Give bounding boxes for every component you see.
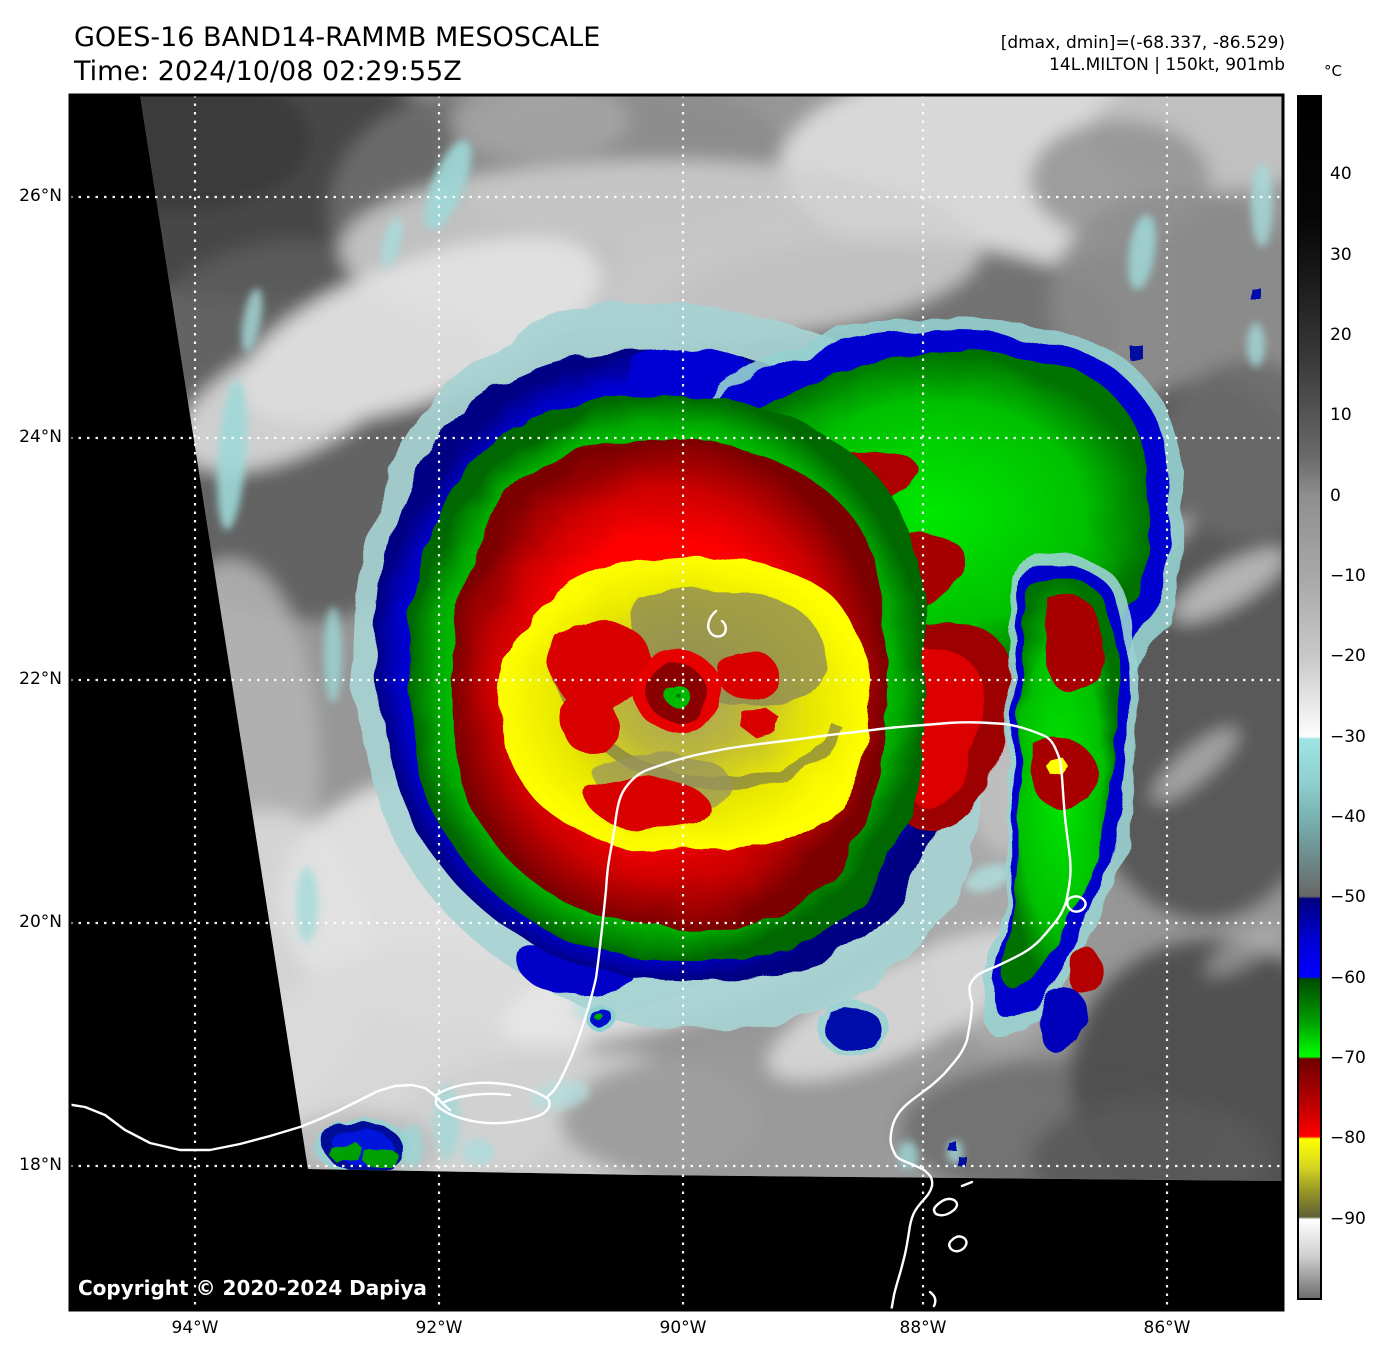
lon-label-86w: 86°W (1143, 1318, 1191, 1338)
cozumel-island (1066, 895, 1087, 913)
lat-label-26n: 26°N (19, 186, 62, 206)
colorbar-tick: 0 (1330, 486, 1341, 506)
copyright-notice: Copyright © 2020-2024 Dapiya (78, 1276, 427, 1300)
lat-label-18n: 18°N (19, 1155, 62, 1175)
colorbar-tick: −70 (1330, 1048, 1366, 1068)
alacranes-reef (707, 609, 727, 638)
annotation-block: [dmax, dmin]=(-68.337, -86.529) 14L.MILT… (885, 32, 1285, 76)
map-area (70, 95, 1283, 1310)
detached-cold-cells (314, 287, 1260, 1174)
colorbar-tick: −40 (1330, 807, 1366, 827)
lon-label-90w: 90°W (659, 1318, 707, 1338)
terminos-lagoon (434, 1081, 551, 1125)
colorbar-tick: −80 (1330, 1128, 1366, 1148)
colorbar-tick: −60 (1330, 968, 1366, 988)
colorbar-tick: −20 (1330, 646, 1366, 666)
colorbar-tick: 10 (1330, 405, 1352, 425)
storm-info-annotation: 14L.MILTON | 150kt, 901mb (1049, 55, 1285, 75)
lon-label-94w: 94°W (171, 1318, 219, 1338)
dmax-dmin-annotation: [dmax, dmin]=(-68.337, -86.529) (1000, 33, 1285, 53)
temperature-colorbar (1297, 95, 1322, 1300)
colorbar-tick: 40 (1330, 164, 1352, 184)
colorbar-tick: −90 (1330, 1209, 1366, 1229)
gulf-yucatan-coastline (70, 721, 1072, 1310)
hurricane-milton (353, 301, 1186, 1053)
colorbar-tick: 20 (1330, 325, 1352, 345)
colorbar-tick: −10 (1330, 566, 1366, 586)
colorbar-tick: −50 (1330, 887, 1366, 907)
timestamp: Time: 2024/10/08 02:29:55Z (74, 56, 462, 87)
lat-label-20n: 20°N (19, 912, 62, 932)
lat-label-24n: 24°N (19, 427, 62, 447)
colorbar-unit-label: °C (1324, 62, 1342, 80)
colorbar-tick: 30 (1330, 245, 1352, 265)
lon-label-92w: 92°W (415, 1318, 463, 1338)
coastline-overlay (70, 609, 1087, 1310)
map-border (68, 93, 1285, 1312)
product-title: GOES-16 BAND14-RAMMB MESOSCALE (74, 22, 601, 53)
lon-label-88w: 88°W (899, 1318, 947, 1338)
bay-islands (932, 1197, 959, 1217)
lat-label-22n: 22°N (19, 669, 62, 689)
colorbar-tick: −30 (1330, 727, 1366, 747)
